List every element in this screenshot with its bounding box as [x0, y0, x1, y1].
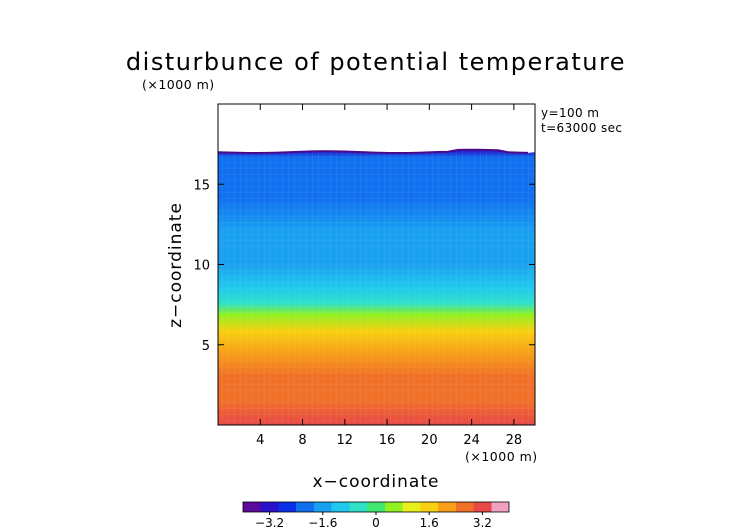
x-tick-label: 12	[337, 433, 354, 448]
colorbar-bar	[242, 501, 510, 513]
x-axis-ticks: 4 8 12 16 20 24 28	[256, 104, 522, 448]
y-tick-label: 5	[202, 339, 210, 354]
annotation-t: t=63000 sec	[541, 121, 622, 135]
y-axis-ticks: 5 10 15	[193, 178, 535, 354]
y-axis-label: z−coordinate	[166, 202, 186, 328]
field-grid-overlay	[218, 149, 535, 426]
y-tick-label: 10	[193, 259, 210, 274]
colorbar-tick-label: −1.6	[308, 516, 337, 530]
x-tick-label: 28	[506, 433, 523, 448]
top-boundary-line	[217, 148, 529, 154]
colorbar-tick-label: 0	[372, 516, 380, 530]
annotation-y: y=100 m	[541, 106, 599, 120]
colorbar-ticks: −3.2 −1.6 0 1.6 3.2	[255, 512, 492, 530]
colorbar-tick-label: 1.6	[420, 516, 439, 530]
chart-title: disturbunce of potential temperature	[126, 48, 626, 76]
x-tick-label: 4	[256, 433, 264, 448]
x-tick-label: 24	[463, 433, 480, 448]
plot-area: 4 8 12 16 20 24 28 5 10 15	[193, 103, 536, 448]
x-unit-label: (×1000 m)	[465, 449, 538, 464]
colorbar: −3.2 −1.6 0 1.6 3.2	[242, 501, 510, 530]
x-tick-label: 20	[421, 433, 438, 448]
x-tick-label: 16	[379, 433, 396, 448]
colorbar-tick-label: 3.2	[473, 516, 492, 530]
y-tick-label: 15	[193, 178, 210, 193]
x-axis-label: x−coordinate	[313, 472, 440, 492]
y-unit-label: (×1000 m)	[142, 77, 215, 92]
x-tick-label: 8	[298, 433, 306, 448]
colorbar-tick-label: −3.2	[255, 516, 284, 530]
